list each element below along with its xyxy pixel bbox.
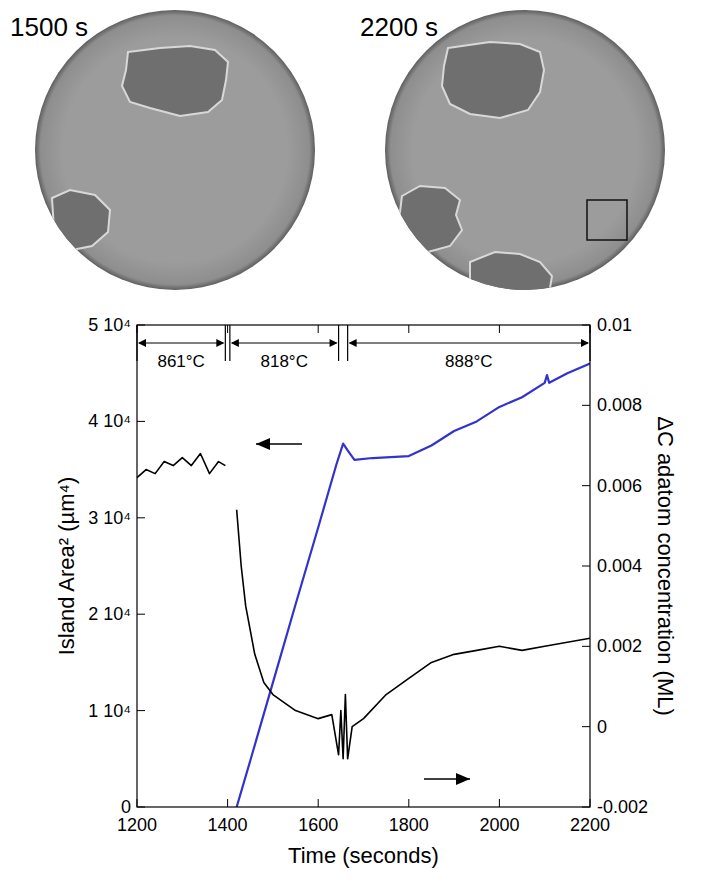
x-tick	[318, 799, 319, 807]
y2-tick-label: 0.004	[597, 556, 642, 576]
y-tick	[137, 710, 145, 711]
label-ground	[443, 352, 494, 371]
annotation: 888°C	[445, 352, 492, 371]
micrograph	[35, 10, 315, 290]
axis-pointer-head	[456, 773, 470, 785]
axis-pointer-head	[256, 438, 270, 450]
arrowhead	[581, 339, 589, 347]
range-bar	[338, 325, 339, 361]
x-tick-label: 1600	[298, 815, 338, 835]
islands	[52, 46, 228, 250]
image-field	[385, 10, 665, 290]
x-tick-label: 1200	[117, 815, 157, 835]
label-ground	[155, 352, 206, 371]
y-tick-label: 1 10⁴	[88, 701, 131, 721]
label-ground	[258, 352, 309, 371]
range-bar	[225, 325, 226, 361]
y-tick-label: 2 10⁴	[88, 604, 131, 624]
island	[442, 42, 544, 118]
x-tick-label: 1400	[208, 815, 248, 835]
y-tick	[137, 421, 145, 422]
micrograph	[385, 10, 665, 300]
y-tick-label: 0	[121, 797, 131, 817]
chart: 1200 1400 1600 1800 2000 2200 Time (seconds) 0 1…	[54, 315, 678, 868]
y-tick	[137, 614, 145, 615]
y2-tick	[582, 726, 590, 727]
x-tick	[318, 325, 319, 333]
series-line	[237, 364, 590, 807]
arrowhead	[330, 339, 338, 347]
island	[398, 186, 462, 252]
x-tick-label: 2200	[570, 815, 610, 835]
y2-tick-label: -0.002	[597, 797, 648, 817]
y-axis-title: Island Area² (µm⁴)	[54, 477, 79, 656]
plot-frame	[137, 325, 590, 807]
range-bar	[347, 325, 348, 361]
range-line	[232, 343, 337, 344]
y-tick-label: 4 10⁴	[88, 411, 131, 431]
x-tick	[499, 325, 500, 333]
x-tick	[227, 325, 228, 333]
y2-tick-label: 0.01	[597, 315, 632, 335]
x-tick-label: 2000	[479, 815, 519, 835]
y2-tick-label: 0.002	[597, 636, 642, 656]
range-bar	[589, 325, 590, 361]
x-tick	[408, 325, 409, 333]
range-bar	[229, 325, 230, 361]
range-line	[350, 343, 588, 344]
y2-axis-title: ΔC adatom concentration (ML)	[653, 416, 678, 716]
y2-tick-label: 0	[597, 717, 607, 737]
y2-tick	[582, 566, 590, 567]
x-tick	[227, 799, 228, 807]
annotation: 818°C	[260, 352, 307, 371]
islands	[398, 42, 552, 300]
y2-tick	[582, 405, 590, 406]
y2-tick	[582, 646, 590, 647]
island	[122, 46, 228, 116]
region-box	[587, 200, 627, 240]
arrowhead	[349, 339, 357, 347]
y-tick-label: 3 10⁴	[88, 508, 131, 528]
range-line	[139, 343, 223, 344]
y-tick	[137, 517, 145, 518]
island	[470, 252, 552, 300]
x-tick	[499, 799, 500, 807]
series-line	[137, 454, 590, 759]
plot-data	[137, 364, 590, 807]
y2-tick-label: 0.008	[597, 395, 642, 415]
y2-tick	[582, 485, 590, 486]
x-tick	[408, 799, 409, 807]
arrowhead	[216, 339, 224, 347]
x-axis-title: Time (seconds)	[288, 843, 439, 868]
arrowhead	[138, 339, 146, 347]
island	[52, 190, 110, 250]
image-label: 2200 s	[360, 12, 438, 42]
y2-tick-label: 0.006	[597, 476, 642, 496]
annotation: 861°C	[157, 352, 204, 371]
figure: 1500 s 2200 s 1200 1400 1600 1800 2000 2200 Time…	[0, 0, 708, 890]
arrowhead	[231, 339, 239, 347]
image-label: 1500 s	[10, 12, 88, 42]
image-field	[35, 10, 315, 290]
y-tick-label: 5 10⁴	[88, 315, 131, 335]
range-bar	[136, 325, 137, 361]
x-tick-label: 1800	[389, 815, 429, 835]
